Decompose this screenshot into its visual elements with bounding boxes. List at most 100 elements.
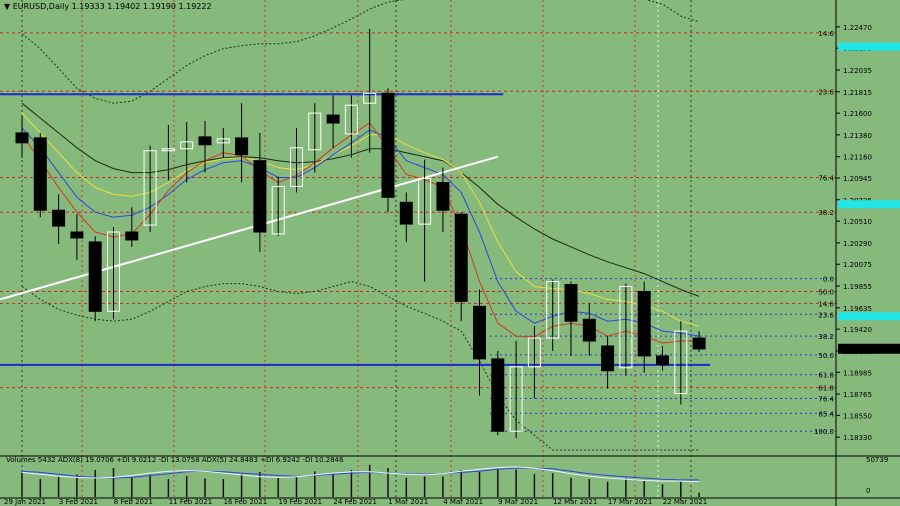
date-label: 9 Mar 2021 [498, 498, 538, 506]
price-tick-label: 1.18330 [843, 434, 872, 442]
candle-body [70, 231, 84, 239]
date-label: 17 Mar 2021 [608, 498, 652, 506]
candle [344, 95, 358, 158]
candle [271, 176, 285, 236]
candle-body [418, 178, 432, 225]
candle [52, 194, 66, 244]
candle [363, 28, 377, 153]
candle-body [491, 358, 505, 432]
price-tick-label: 1.22470 [843, 24, 872, 32]
candle [564, 281, 578, 356]
candle-body [564, 284, 578, 322]
fib-blue-label: 50.0 [818, 352, 834, 360]
candle-body [582, 318, 596, 342]
candle [509, 341, 523, 439]
candle-body [509, 366, 523, 432]
fib-red-label: 76.4 [818, 175, 834, 183]
date-label: 11 Feb 2021 [169, 498, 213, 506]
candle [70, 214, 84, 260]
candle-body [143, 150, 157, 226]
candle-body [692, 337, 706, 350]
date-label: 1 Mar 2021 [388, 498, 428, 506]
fib-red-label: 14.6 [818, 30, 834, 38]
envelope-lower-line [21, 281, 700, 451]
price-tick-label: 1.18550 [843, 412, 872, 420]
candle-body [454, 213, 468, 302]
fib-blue-label: 85.4 [818, 410, 834, 418]
candle-body [15, 132, 29, 144]
volume-tick-label: 0 [866, 487, 870, 495]
candle [253, 132, 267, 252]
candle [15, 115, 29, 158]
candle [546, 279, 560, 351]
candle-body [344, 104, 358, 135]
price-tick-label: 1.19855 [843, 283, 872, 291]
candle-body [619, 286, 633, 369]
date-label: 12 Mar 2021 [553, 498, 597, 506]
date-label: 4 Mar 2021 [443, 498, 483, 506]
candle-body [107, 231, 120, 312]
candle-body [601, 345, 615, 372]
candle [107, 227, 120, 320]
candle-body [326, 114, 340, 124]
fib-blue-label: 38.2 [818, 333, 834, 341]
candle [454, 212, 468, 322]
price-tick-label: 1.18765 [843, 391, 872, 399]
candle-body [546, 281, 560, 339]
candle-body [198, 136, 212, 146]
candle [33, 132, 47, 218]
fib-red-label: 50.0 [818, 288, 834, 296]
candle-body [381, 92, 395, 198]
volume-tick-label: 50739 [866, 456, 888, 464]
fib-red-label: 14.6 [818, 300, 834, 308]
volume-header: Volumes 5432 ADX(8) 19.0706 +DI 9.0212 -… [6, 456, 344, 464]
price-tick-label: 1.20075 [843, 261, 872, 269]
candle [235, 103, 249, 183]
candle [399, 192, 413, 242]
candle [637, 281, 651, 373]
price-tick-label: 1.20290 [843, 240, 872, 248]
candle [308, 103, 322, 173]
candle-body [88, 241, 102, 312]
candle [436, 167, 450, 233]
candle-body [527, 337, 541, 368]
date-label: 24 Feb 2021 [333, 498, 377, 506]
adx8-line [21, 467, 700, 481]
candle [656, 345, 669, 371]
price-tick-label: 1.22035 [843, 67, 872, 75]
fib-red-label: 23.6 [818, 88, 834, 96]
current-price-tag [838, 343, 900, 354]
date-label: 8 Feb 2021 [114, 498, 153, 506]
price-tick-label: 1.18985 [843, 369, 872, 377]
candle-body [125, 231, 139, 241]
axis-marker [838, 200, 900, 209]
ohlc-label: 1.19333 1.19402 1.19190 1.19222 [71, 2, 212, 11]
axis-marker [838, 312, 900, 321]
date-label: 29 Jan 2021 [4, 498, 46, 506]
candle-body [33, 137, 47, 211]
chart-header: ▼ EURUSD,Daily 1.19333 1.19402 1.19190 1… [4, 2, 212, 11]
candle [290, 127, 303, 193]
fib-blue-label: 61.8 [818, 372, 834, 380]
candle-body [180, 141, 194, 150]
candle [601, 336, 615, 389]
date-label: 22 Mar 2021 [663, 498, 707, 506]
price-tick-label: 1.19635 [843, 305, 872, 313]
candle-body [656, 355, 669, 366]
candle [381, 88, 395, 213]
header-dropdown-icon[interactable]: ▼ [4, 2, 11, 11]
price-tick-label: 1.21600 [843, 110, 872, 118]
fib-red-label: 38.2 [818, 209, 834, 217]
axis-marker [838, 42, 900, 51]
white-trend-line [0, 155, 499, 301]
candle-body [235, 137, 249, 156]
candle-body [473, 305, 486, 360]
envelope-upper-line [21, 0, 700, 104]
candle [582, 303, 596, 356]
fib-blue-label: 23.6 [818, 311, 834, 319]
candle [161, 124, 175, 181]
candle [527, 326, 541, 399]
